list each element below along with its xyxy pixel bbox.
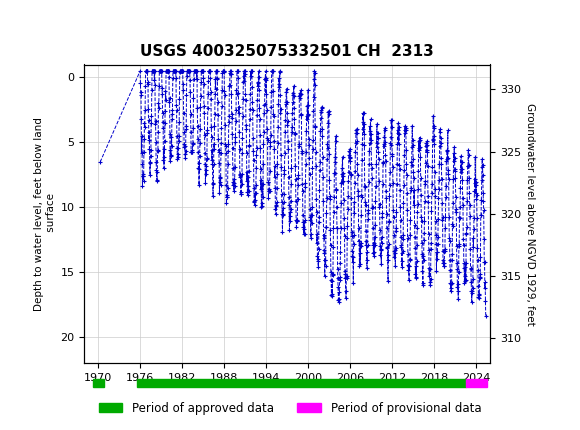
Bar: [3, 3, 41, 34]
Title: USGS 400325075332501 CH  2313: USGS 400325075332501 CH 2313: [140, 44, 434, 59]
Legend: Period of approved data, Period of provisional data: Period of approved data, Period of provi…: [94, 397, 486, 420]
Bar: [466, 379, 487, 387]
Text: ▓USGS: ▓USGS: [5, 9, 74, 27]
Bar: [93, 379, 104, 387]
Bar: [137, 379, 466, 387]
Y-axis label: Groundwater level above NGVD 1929, feet: Groundwater level above NGVD 1929, feet: [525, 102, 535, 326]
Y-axis label: Depth to water level, feet below land
 surface: Depth to water level, feet below land su…: [34, 117, 56, 311]
